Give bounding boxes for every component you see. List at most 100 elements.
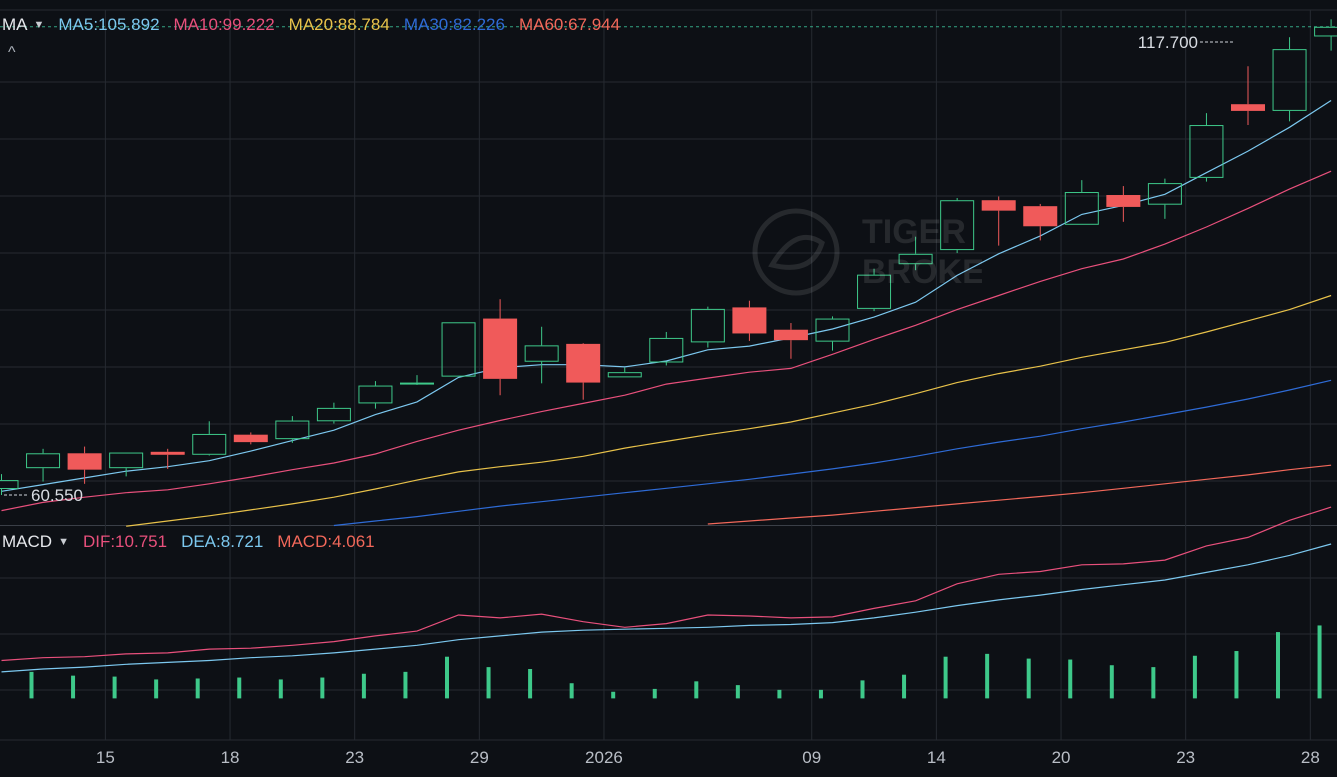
candle [441,322,476,377]
macd-histogram-bar [445,656,449,699]
candle-body-down [773,329,808,341]
candle-body-up [607,372,642,378]
candle [109,452,144,477]
candle [0,474,19,495]
candle-body-up [358,385,393,404]
candle-body-up [441,322,476,377]
macd-histogram-bar [486,667,491,699]
macd-histogram-bar [569,683,574,699]
x-axis-tick-label: 29 [470,748,489,767]
macd-histogram-bar [278,679,283,699]
candle [1023,203,1058,241]
candle-body-up [1064,192,1099,225]
macd-histogram [29,625,1322,699]
ma30-line [333,379,1332,527]
candle [566,343,601,400]
macd-histogram-bar [1068,659,1073,699]
dif-line [1,506,1332,662]
macd-histogram-bar [1026,658,1031,699]
macd-histogram-bar [860,680,865,699]
candle [898,236,933,271]
candle-body-up [275,420,310,440]
candle [732,300,767,341]
candle-body-down [732,307,767,334]
macd-histogram-bar [943,656,948,699]
candle [1064,180,1099,225]
macd-histogram-bar [1276,632,1280,699]
tiger-brokers-watermark-logo: TIGER BROKERS [752,208,982,296]
moving-average-lines [1,99,1332,527]
macd-histogram-bar [694,681,699,699]
ma20-line [126,294,1332,527]
candle-body-up [690,308,725,343]
candle [607,367,642,378]
macd-indicator-name[interactable]: MACD [2,532,53,551]
candle-body-up [1147,183,1182,205]
x-axis-tick-label: 09 [802,748,821,767]
ma60-value: MA60:67.944 [518,15,621,34]
candle-body-up [1272,49,1307,111]
macd-histogram-bar [361,673,366,699]
macd-histogram-bar [195,678,200,699]
candle-body-up [815,318,850,342]
candle [981,196,1016,246]
candle [400,375,434,385]
candle [192,421,227,456]
candle-body-down [483,318,518,379]
candle-body-up [109,452,144,469]
candle-body-up [26,453,61,469]
macd-histogram-bar [735,685,740,699]
candle-body-down [566,343,601,383]
candle-body-up [898,253,933,265]
candle [67,446,102,484]
macd-histogram-bar [777,689,782,699]
macd-histogram-bar [29,671,34,699]
macd-histogram-bar [154,679,159,699]
candle-body-up [316,407,351,422]
candle-body-up [857,274,892,309]
macd-dropdown-icon[interactable]: ▼ [58,536,69,548]
candle [690,306,725,348]
x-axis-tick-label: 14 [927,748,946,767]
macd-histogram-bar [1317,625,1322,699]
ma20-value: MA20:88.784 [288,15,390,34]
macd-histogram-bar [112,676,117,699]
macd-histogram-bar [652,688,657,699]
high-price-label: 117.700 [1138,33,1198,52]
x-axis-tick-label: 23 [345,748,364,767]
candle-body-up [400,382,434,385]
macd-histogram-bar [985,653,990,699]
macd-histogram-bar [1151,667,1156,699]
candles[interactable] [0,19,1337,495]
candle [815,316,850,351]
x-axis-tick-label: 18 [221,748,240,767]
candle-body-up [1189,125,1224,178]
candle [233,432,268,445]
candle-body-up [1314,26,1337,37]
macd-lines [1,506,1332,673]
candle [1272,37,1307,122]
candle [275,416,310,443]
macd-legend: MACD ▼ DIF:10.751 DEA:8.721 MACD:4.061 [2,531,389,553]
macd-histogram-bar [71,675,76,699]
svg-text:TIGER: TIGER [862,213,966,251]
ma-indicator-name[interactable]: MA [2,15,28,34]
ma5-value: MA5:105.892 [58,15,160,34]
candle [1231,66,1265,126]
candle [940,197,975,254]
ma60-line [707,464,1332,525]
collapse-chevron-up-icon[interactable]: ^ [8,44,16,61]
candle [26,448,61,482]
low-price-label: 60.550 [31,486,83,505]
macd-histogram-bar [818,689,823,699]
svg-text:BROKERS: BROKERS [862,253,982,291]
x-axis-tick-label: 20 [1052,748,1071,767]
macd-histogram-bar [528,669,533,699]
macd-histogram-bar [611,691,616,699]
macd-value: MACD:4.061 [277,532,375,551]
candle [857,268,892,312]
candle-body-down [981,200,1016,211]
candle [483,299,518,396]
ma-dropdown-icon[interactable]: ▼ [33,19,45,31]
